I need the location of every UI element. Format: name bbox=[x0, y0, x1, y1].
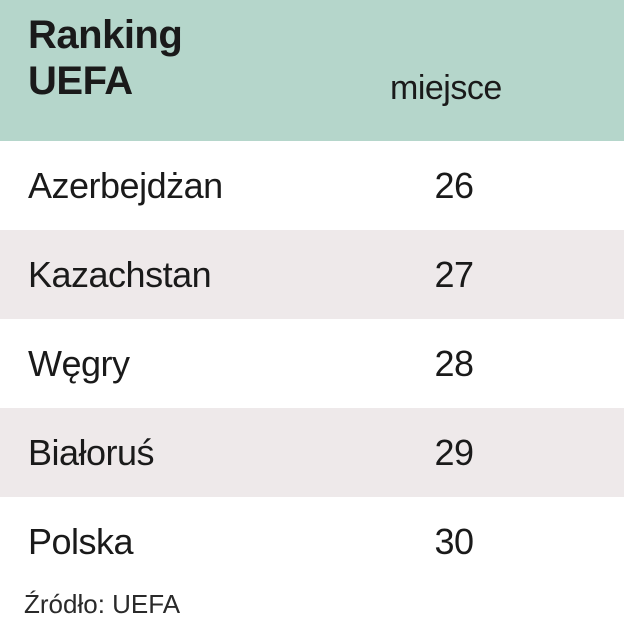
table-row: Polska 30 bbox=[0, 497, 624, 586]
place-value: 27 bbox=[434, 254, 474, 295]
ranking-table: Ranking UEFA miejsce Azerbejdżan 26 Kaza… bbox=[0, 0, 624, 586]
table-title: Ranking UEFA bbox=[28, 12, 183, 104]
place-value: 26 bbox=[434, 165, 474, 206]
table-header: Ranking UEFA miejsce bbox=[0, 0, 624, 141]
table-row: Kazachstan 27 bbox=[0, 230, 624, 319]
table-row: Azerbejdżan 26 bbox=[0, 141, 624, 230]
place-value: 28 bbox=[434, 343, 474, 384]
source-note: Źródło: UEFA bbox=[24, 589, 181, 619]
country-name: Węgry bbox=[28, 343, 130, 384]
table-row: Węgry 28 bbox=[0, 319, 624, 408]
column-header-place: miejsce bbox=[390, 69, 502, 107]
place-value: 30 bbox=[434, 521, 474, 562]
country-name: Kazachstan bbox=[28, 254, 212, 295]
country-name: Białoruś bbox=[28, 432, 155, 473]
title-line-2: UEFA bbox=[28, 59, 133, 103]
country-name: Polska bbox=[28, 521, 134, 562]
title-line-1: Ranking bbox=[28, 13, 183, 57]
place-value: 29 bbox=[434, 432, 474, 473]
table-row: Białoruś 29 bbox=[0, 408, 624, 497]
country-name: Azerbejdżan bbox=[28, 165, 223, 206]
